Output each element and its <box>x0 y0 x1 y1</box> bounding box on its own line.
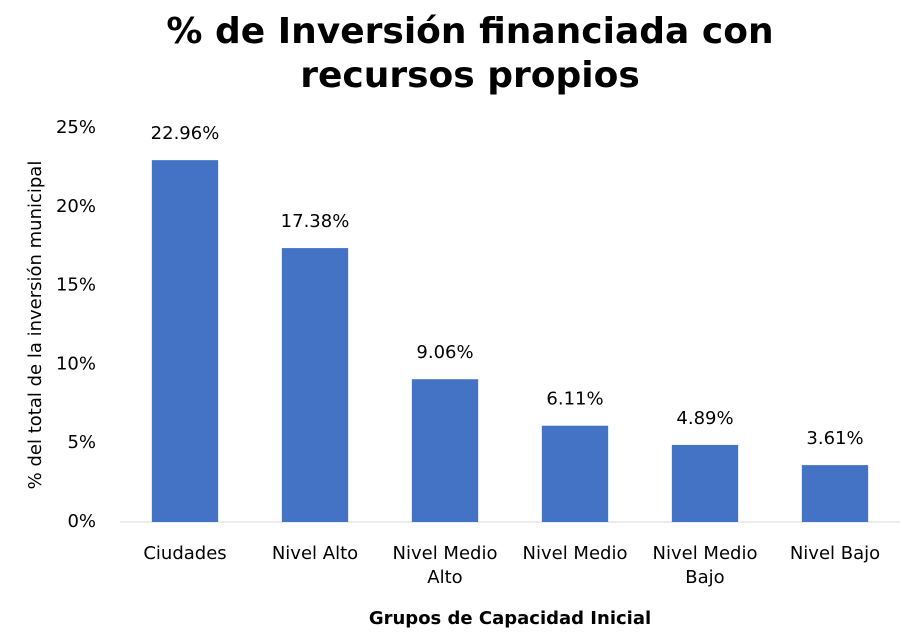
y-tick-label: 15% <box>56 275 96 296</box>
bar <box>411 379 479 522</box>
data-label: 6.11% <box>546 389 603 410</box>
data-label: 17.38% <box>281 211 350 232</box>
y-tick-label: 10% <box>56 353 96 374</box>
x-axis-title: Grupos de Capacidad Inicial <box>368 608 652 629</box>
x-tick-label: Nivel Medio <box>522 543 628 564</box>
x-tick-label: Nivel Alto <box>271 543 359 564</box>
y-tick-label: 20% <box>56 196 96 217</box>
data-label: 9.06% <box>416 342 473 363</box>
y-axis-title: % del total de la inversión municipal <box>25 161 46 490</box>
x-tick-label: Ciudades <box>143 543 227 564</box>
data-label: 3.61% <box>806 428 863 449</box>
data-label: 4.89% <box>676 408 733 429</box>
y-tick-label: 5% <box>67 432 96 453</box>
bar <box>801 465 869 522</box>
x-tick-label: Nivel Medio Bajo <box>652 543 758 588</box>
x-tick-label: Nivel Medio Alto <box>392 543 498 588</box>
data-label: 22.96% <box>151 123 220 144</box>
bar <box>541 425 609 522</box>
bar <box>281 248 349 523</box>
bar <box>671 444 739 522</box>
x-tick-label: Nivel Bajo <box>789 543 881 564</box>
chart-title: % de Inversión financiada con recursos p… <box>166 11 774 96</box>
y-tick-label: 25% <box>56 117 96 138</box>
bar <box>151 160 219 523</box>
y-tick-label: 0% <box>67 511 96 532</box>
